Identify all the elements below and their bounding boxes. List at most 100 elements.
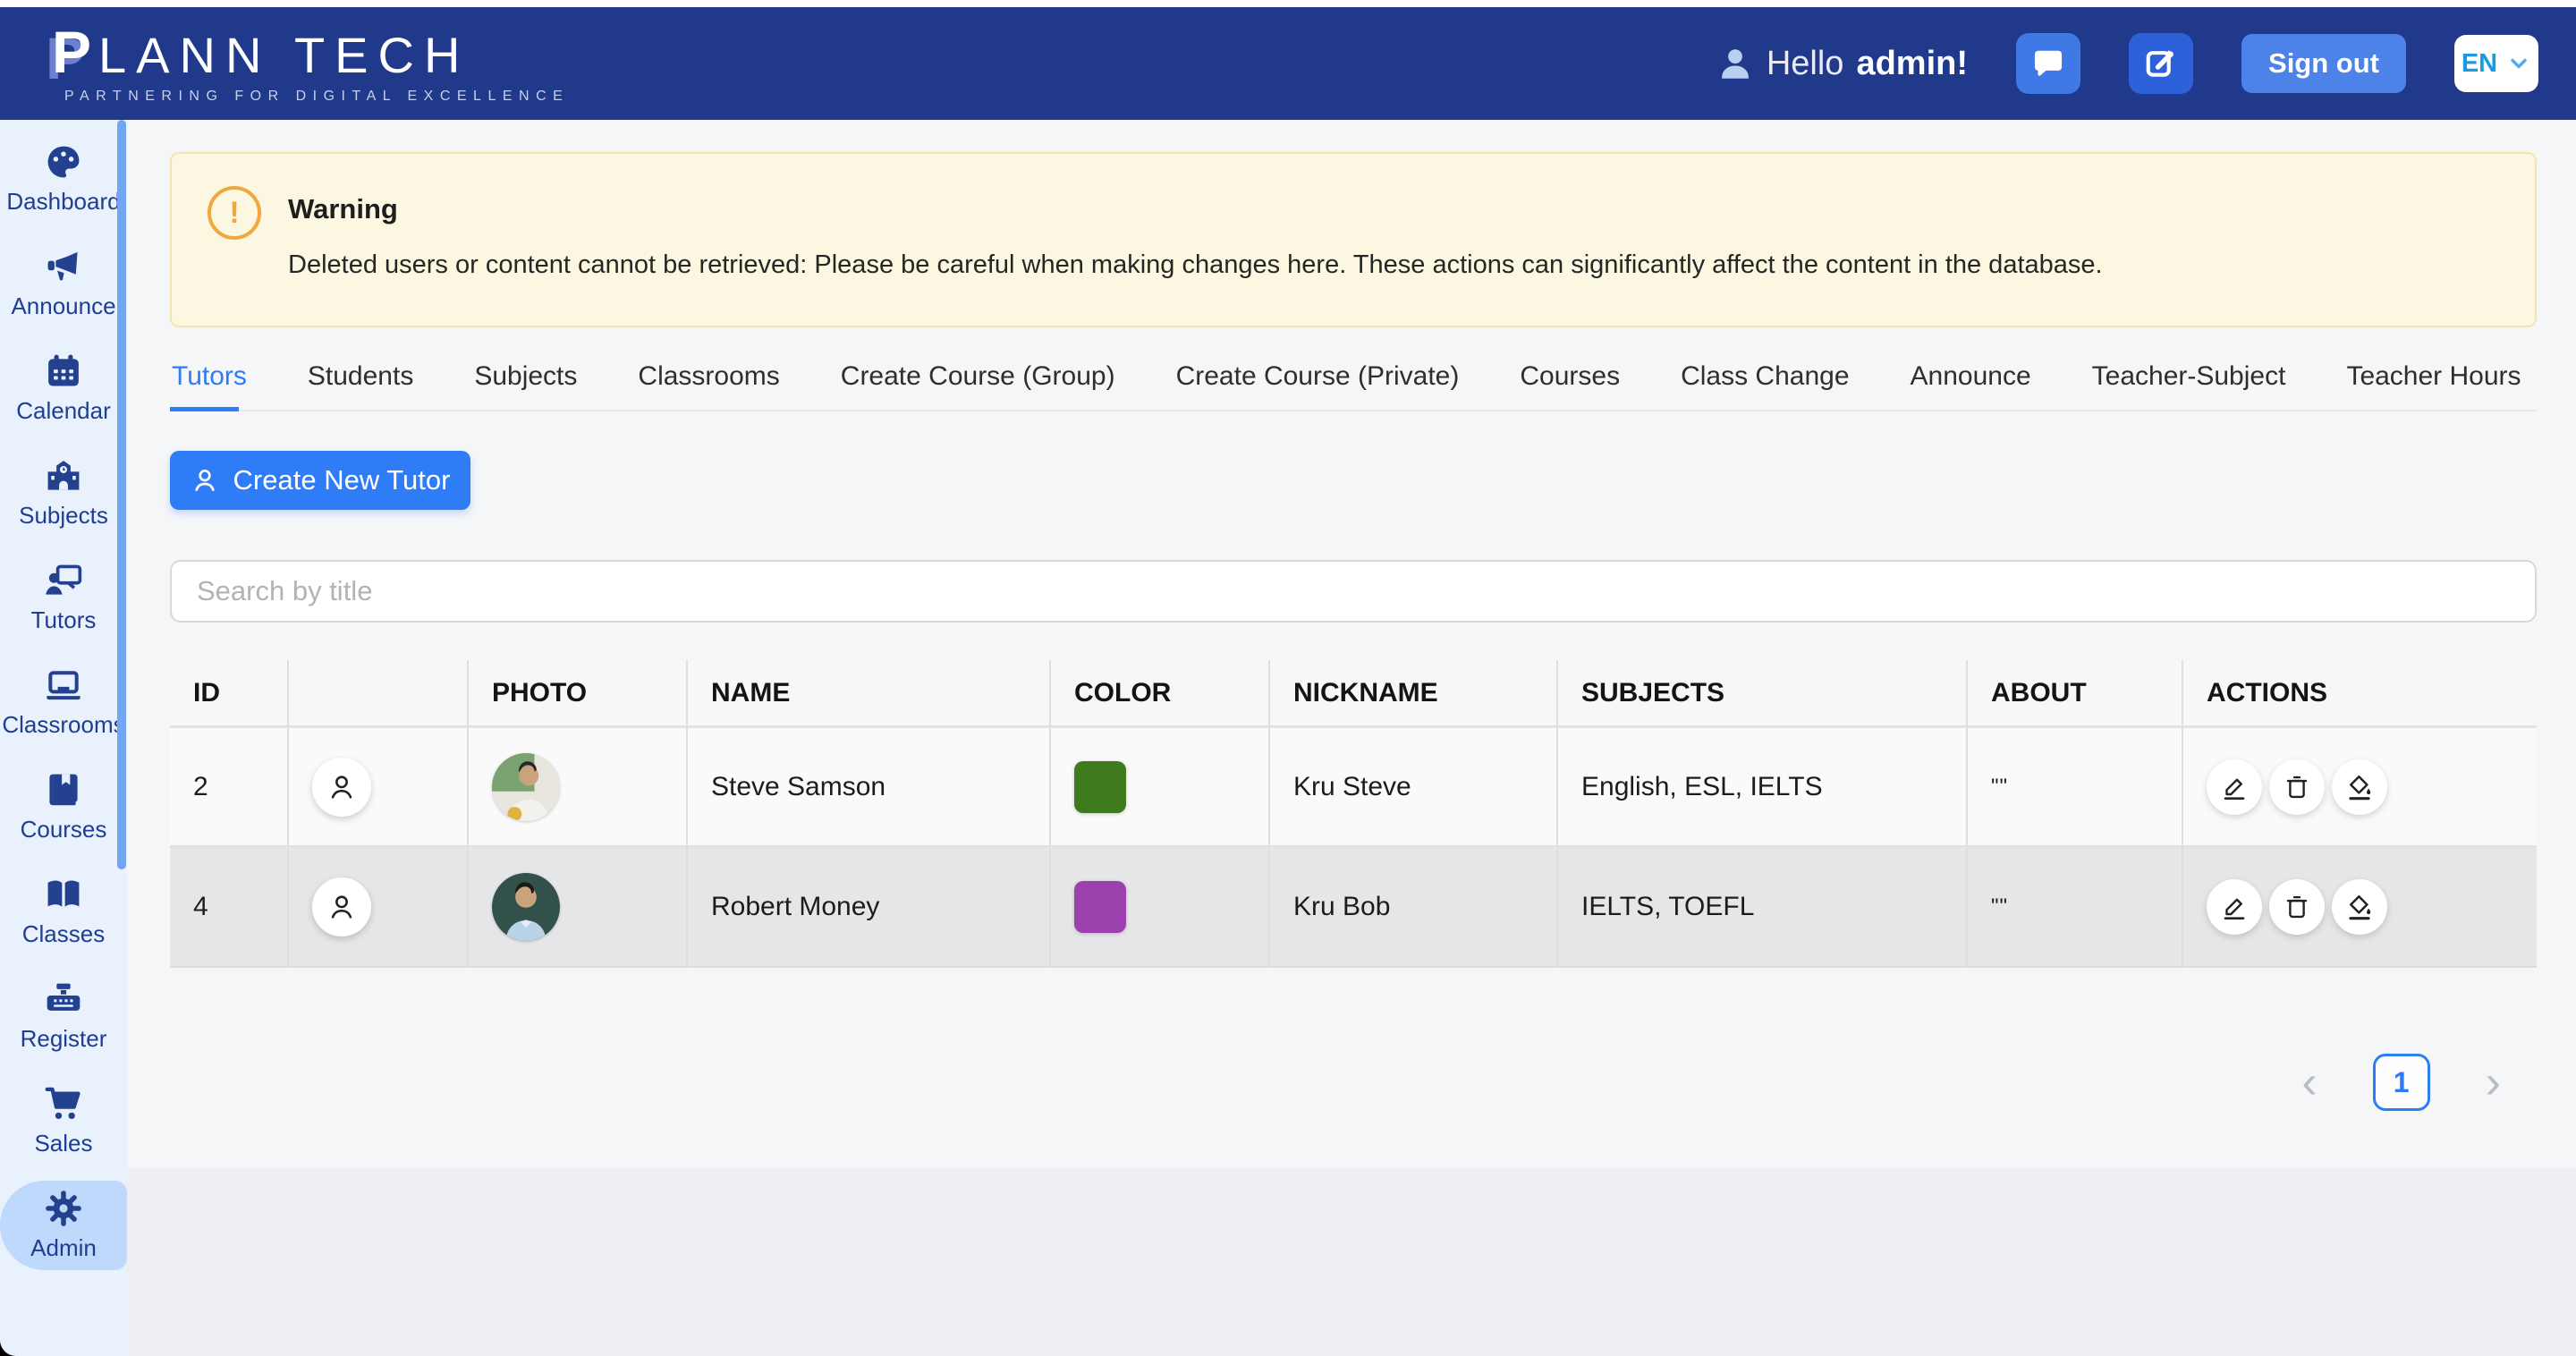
sidebar-item-sales[interactable]: Sales	[0, 1076, 127, 1165]
main-content: ! Warning Deleted users or content canno…	[127, 120, 2576, 1356]
tutors-table: ID PHOTO NAME COLOR NICKNAME SUBJECTS AB…	[170, 660, 2537, 968]
edit-icon	[2224, 778, 2245, 800]
tab-tutors[interactable]: Tutors	[170, 351, 249, 411]
edit-tutor-button[interactable]	[2207, 759, 2262, 815]
laptop-icon	[47, 671, 80, 700]
logo-p-shadow: P	[46, 25, 86, 91]
greeting: Hello admin!	[1716, 45, 1968, 83]
logo: P P LANN TECH PARTNERING FOR DIGITAL EXC…	[46, 19, 569, 105]
col-header-id: ID	[170, 660, 289, 728]
color-fill-button[interactable]	[2332, 879, 2387, 935]
sidebar-item-label: Dashboard	[6, 188, 121, 215]
row-actions-cell	[2183, 728, 2537, 848]
page-number-button[interactable]: 1	[2372, 1054, 2430, 1111]
sidebar-scrollbar[interactable]	[117, 120, 126, 869]
user-profile-button[interactable]	[312, 877, 371, 936]
open-book-icon	[47, 880, 80, 907]
sidebar-item-courses[interactable]: Courses	[0, 762, 127, 852]
sidebar-item-label: Calendar	[16, 397, 111, 424]
tab-courses[interactable]: Courses	[1520, 361, 1621, 391]
row-name: Steve Samson	[688, 728, 1051, 848]
tab-classrooms[interactable]: Classrooms	[638, 361, 780, 391]
tab-class-change[interactable]: Class Change	[1681, 361, 1850, 391]
color-swatch	[1074, 881, 1126, 933]
edit-icon	[2224, 898, 2245, 920]
tab-teacher-subject[interactable]: Teacher-Subject	[2091, 361, 2286, 391]
col-header-actions: ACTIONS	[2183, 660, 2537, 728]
tab-subjects[interactable]: Subjects	[474, 361, 578, 391]
row-nickname: Kru Bob	[1270, 848, 1558, 968]
create-new-tutor-label: Create New Tutor	[233, 464, 451, 496]
prev-page-button[interactable]: ‹	[2296, 1058, 2322, 1106]
row-photo-cell	[469, 848, 688, 968]
dashboard-icon	[47, 146, 80, 178]
sidebar-item-tutors[interactable]: Tutors	[0, 553, 127, 642]
sidebar-item-admin[interactable]: Admin	[0, 1181, 127, 1270]
warning-title: Warning	[288, 193, 398, 225]
delete-tutor-button[interactable]	[2269, 879, 2325, 935]
col-header-about: ABOUT	[1968, 660, 2183, 728]
chat-button[interactable]	[2016, 33, 2081, 94]
book-icon	[49, 774, 78, 806]
tutor-avatar	[492, 873, 560, 941]
chat-bubble-icon	[2034, 50, 2063, 76]
compose-button[interactable]	[2129, 33, 2194, 94]
sidebar-item-classrooms[interactable]: Classrooms	[0, 657, 127, 747]
sidebar: Dashboard Announce Calendar	[0, 120, 127, 1356]
row-color-cell	[1051, 728, 1270, 848]
edit-square-icon	[2146, 50, 2174, 77]
language-selector[interactable]: EN	[2454, 35, 2538, 92]
sidebar-item-announce[interactable]: Announce	[0, 239, 127, 328]
row-subjects: IELTS, TOEFL	[1558, 848, 1968, 968]
person-outline-icon	[331, 775, 352, 799]
edit-tutor-button[interactable]	[2207, 879, 2262, 935]
warning-message: Deleted users or content cannot be retri…	[288, 250, 2103, 279]
delete-tutor-button[interactable]	[2269, 759, 2325, 815]
sidebar-item-calendar[interactable]: Calendar	[0, 343, 127, 433]
color-fill-icon	[2349, 895, 2371, 920]
school-icon	[47, 461, 80, 490]
tab-teacher-hours[interactable]: Teacher Hours	[2346, 361, 2521, 391]
sign-out-button[interactable]: Sign out	[2241, 34, 2406, 93]
next-page-button[interactable]: ›	[2480, 1058, 2506, 1106]
search-input[interactable]	[170, 560, 2537, 623]
col-header-nickname: NICKNAME	[1270, 660, 1558, 728]
col-header-photo: PHOTO	[469, 660, 688, 728]
tab-create-course-group[interactable]: Create Course (Group)	[840, 361, 1115, 391]
row-name: Robert Money	[688, 848, 1051, 968]
sidebar-item-dashboard[interactable]: Dashboard	[0, 134, 127, 224]
tab-students[interactable]: Students	[307, 361, 414, 391]
logo-p: P	[52, 19, 92, 85]
cash-register-icon	[47, 983, 80, 1011]
tab-announce[interactable]: Announce	[1910, 361, 2031, 391]
sidebar-item-label: Subjects	[19, 502, 108, 529]
col-header-blank	[289, 660, 469, 728]
sidebar-item-register[interactable]: Register	[0, 971, 127, 1061]
sidebar-item-label: Classrooms	[2, 711, 125, 738]
create-new-tutor-button[interactable]: Create New Tutor	[170, 451, 470, 510]
tutor-board-icon	[46, 564, 82, 595]
language-code: EN	[2461, 48, 2498, 78]
row-user-cell	[289, 848, 469, 968]
sidebar-item-classes[interactable]: Classes	[0, 867, 127, 956]
sidebar-item-label: Classes	[21, 920, 106, 947]
row-user-cell	[289, 728, 469, 848]
col-header-name: NAME	[688, 660, 1051, 728]
sidebar-item-label: Register	[20, 1025, 107, 1052]
color-fill-icon	[2349, 775, 2371, 800]
sidebar-item-label: Sales	[34, 1130, 93, 1157]
sidebar-item-label: Tutors	[30, 606, 97, 633]
row-photo-cell	[469, 728, 688, 848]
row-id: 4	[170, 848, 289, 968]
tab-create-course-private[interactable]: Create Course (Private)	[1175, 361, 1460, 391]
sidebar-item-label: Announce	[11, 292, 116, 319]
calendar-icon	[48, 354, 79, 386]
trash-icon	[2286, 895, 2308, 919]
sidebar-item-subjects[interactable]: Subjects	[0, 448, 127, 538]
user-profile-button[interactable]	[312, 757, 371, 817]
pagination: ‹ 1 ›	[170, 1054, 2537, 1111]
sidebar-item-label: Courses	[20, 816, 107, 843]
col-header-color: COLOR	[1051, 660, 1270, 728]
color-fill-button[interactable]	[2332, 759, 2387, 815]
